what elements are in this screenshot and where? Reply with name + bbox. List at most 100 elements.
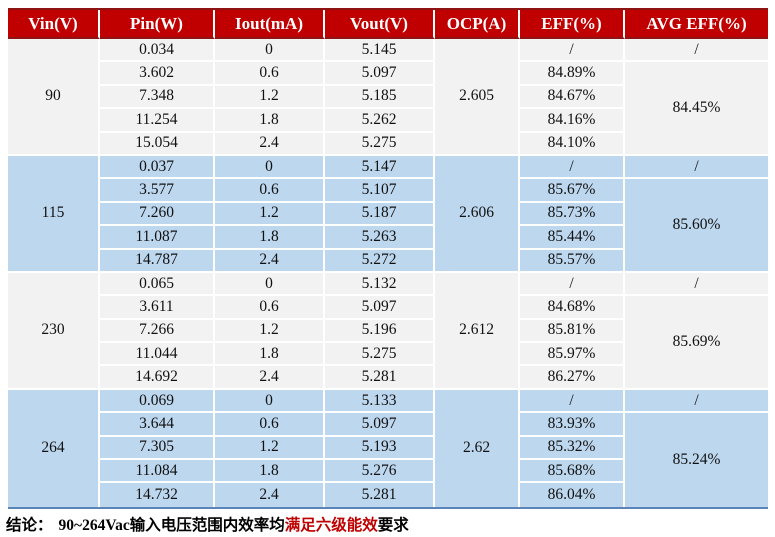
avg-eff-slash-cell: / xyxy=(625,272,768,297)
eff-cell: 85.97% xyxy=(520,343,625,367)
ocp-cell: 2.612 xyxy=(435,272,520,390)
vin-cell: 115 xyxy=(8,155,100,273)
vout-cell: 5.196 xyxy=(325,319,435,344)
iout-cell: 1.8 xyxy=(215,226,325,250)
table-row: 90 0.034 0 5.145 2.605// xyxy=(8,39,768,156)
iout-cell: 2.4 xyxy=(215,483,325,507)
vout-cell: 5.145 xyxy=(325,39,435,63)
vin-group-90: 90 0.034 0 5.145 2.605//3.602 0.6 5.097 84.89% 8… xyxy=(8,39,768,156)
pin-cell: 3.611 xyxy=(100,296,215,320)
vin-cell: 264 xyxy=(8,389,100,507)
eff-cell: 85.81% xyxy=(520,319,625,344)
vin-group-264: 264 0.069 0 5.133 2.62//3.644 0.6 5.097 83.93% 8… xyxy=(8,389,768,507)
eff-cell: 85.57% xyxy=(520,249,625,273)
table-row: 7.260 1.2 5.187 85.73% xyxy=(8,202,768,227)
table-row: 14.732 2.4 5.281 86.04% xyxy=(8,483,768,507)
vout-cell: 5.276 xyxy=(325,460,435,484)
iout-cell: 1.8 xyxy=(215,343,325,367)
eff-cell: 85.67% xyxy=(520,179,625,203)
pin-cell: 0.034 xyxy=(100,39,215,63)
iout-cell: 1.8 xyxy=(215,109,325,133)
conclusion-body: 90~264Vac输入电压范围内效率均 xyxy=(58,517,285,534)
col-header-vin-v: Vin(V) xyxy=(8,10,100,39)
eff-cell: / xyxy=(520,155,625,180)
iout-cell: 1.2 xyxy=(215,319,325,344)
table-row: 7.266 1.2 5.196 85.81% xyxy=(8,319,768,344)
iout-cell: 0.6 xyxy=(215,179,325,203)
table-row: 11.084 1.8 5.276 85.68% xyxy=(8,460,768,484)
avg-eff-cell: 85.69% xyxy=(625,296,768,390)
vout-cell: 5.262 xyxy=(325,109,435,133)
table-row: 3.644 0.6 5.097 83.93% 85.24% xyxy=(8,413,768,507)
pin-cell: 11.084 xyxy=(100,460,215,484)
pin-cell: 14.787 xyxy=(100,249,215,273)
vout-cell: 5.275 xyxy=(325,132,435,156)
eff-cell: / xyxy=(520,389,625,414)
eff-cell: 84.67% xyxy=(520,85,625,110)
table-row: 15.054 2.4 5.275 84.10% xyxy=(8,132,768,156)
vout-cell: 5.107 xyxy=(325,179,435,203)
pin-cell: 3.602 xyxy=(100,62,215,86)
table-row: 7.348 1.2 5.185 84.67% xyxy=(8,85,768,110)
iout-cell: 0.6 xyxy=(215,413,325,437)
avg-eff-slash-cell: / xyxy=(625,39,768,63)
pin-cell: 7.260 xyxy=(100,202,215,227)
vout-cell: 5.281 xyxy=(325,483,435,507)
pin-cell: 14.732 xyxy=(100,483,215,507)
vin-group-230: 230 0.065 0 5.132 2.612//3.611 0.6 5.097 84.68%… xyxy=(8,272,768,390)
vout-cell: 5.275 xyxy=(325,343,435,367)
pin-cell: 15.054 xyxy=(100,132,215,156)
iout-cell: 0 xyxy=(215,272,325,297)
eff-cell: 84.16% xyxy=(520,109,625,133)
efficiency-table: Vin(V) Pin(W) Iout(mA) Vout(V) OCP(A) EFF(%) A… xyxy=(8,10,768,507)
eff-cell: 83.93% xyxy=(520,413,625,437)
table-row: 230 0.065 0 5.132 2.612// xyxy=(8,272,768,390)
pin-cell: 3.577 xyxy=(100,179,215,203)
table-row: 3.602 0.6 5.097 84.89% 84.45% xyxy=(8,62,768,156)
table-row: 7.305 1.2 5.193 85.32% xyxy=(8,436,768,461)
ocp-cell: 2.62 xyxy=(435,389,520,507)
col-header-pin-w: Pin(W) xyxy=(100,10,215,39)
eff-cell: 84.68% xyxy=(520,296,625,320)
conclusion-highlight: 满足六级能效 xyxy=(284,517,378,534)
iout-cell: 0 xyxy=(215,155,325,180)
pin-cell: 11.044 xyxy=(100,343,215,367)
iout-cell: 1.2 xyxy=(215,436,325,461)
eff-cell: 84.89% xyxy=(520,62,625,86)
efficiency-table-wrapper: Vin(V) Pin(W) Iout(mA) Vout(V) OCP(A) EFF(%) A… xyxy=(8,8,768,509)
pin-cell: 7.266 xyxy=(100,319,215,344)
vin-cell: 230 xyxy=(8,272,100,390)
eff-cell: / xyxy=(520,272,625,297)
table-row: 11.087 1.8 5.263 85.44% xyxy=(8,226,768,250)
pin-cell: 3.644 xyxy=(100,413,215,437)
iout-cell: 0 xyxy=(215,389,325,414)
conclusion-label: 结论： xyxy=(6,517,53,534)
eff-cell: 85.68% xyxy=(520,460,625,484)
iout-cell: 2.4 xyxy=(215,249,325,273)
col-header-ocp-a: OCP(A) xyxy=(435,10,520,39)
conclusion-text: 结论： 90~264Vac输入电压范围内效率均满足六级能效要求 xyxy=(6,513,771,535)
table-row: 14.692 2.4 5.281 86.27% xyxy=(8,366,768,390)
vout-cell: 5.281 xyxy=(325,366,435,390)
pin-cell: 7.305 xyxy=(100,436,215,461)
vout-cell: 5.133 xyxy=(325,389,435,414)
vout-cell: 5.185 xyxy=(325,85,435,110)
ocp-cell: 2.606 xyxy=(435,155,520,273)
vout-cell: 5.187 xyxy=(325,202,435,227)
vin-group-115: 115 0.037 0 5.147 2.606//3.577 0.6 5.107 85.67%… xyxy=(8,155,768,273)
eff-cell: 85.44% xyxy=(520,226,625,250)
pin-cell: 11.254 xyxy=(100,109,215,133)
iout-cell: 1.2 xyxy=(215,202,325,227)
vout-cell: 5.263 xyxy=(325,226,435,250)
iout-cell: 2.4 xyxy=(215,366,325,390)
vout-cell: 5.193 xyxy=(325,436,435,461)
eff-cell: 85.32% xyxy=(520,436,625,461)
col-header-iout-ma: Iout(mA) xyxy=(215,10,325,39)
iout-cell: 0.6 xyxy=(215,62,325,86)
vout-cell: 5.272 xyxy=(325,249,435,273)
eff-cell: 84.10% xyxy=(520,132,625,156)
table-row: 264 0.069 0 5.133 2.62// xyxy=(8,389,768,507)
table-row: 11.044 1.8 5.275 85.97% xyxy=(8,343,768,367)
vout-cell: 5.097 xyxy=(325,296,435,320)
table-header-row: Vin(V) Pin(W) Iout(mA) Vout(V) OCP(A) EFF(%) A… xyxy=(8,10,768,39)
